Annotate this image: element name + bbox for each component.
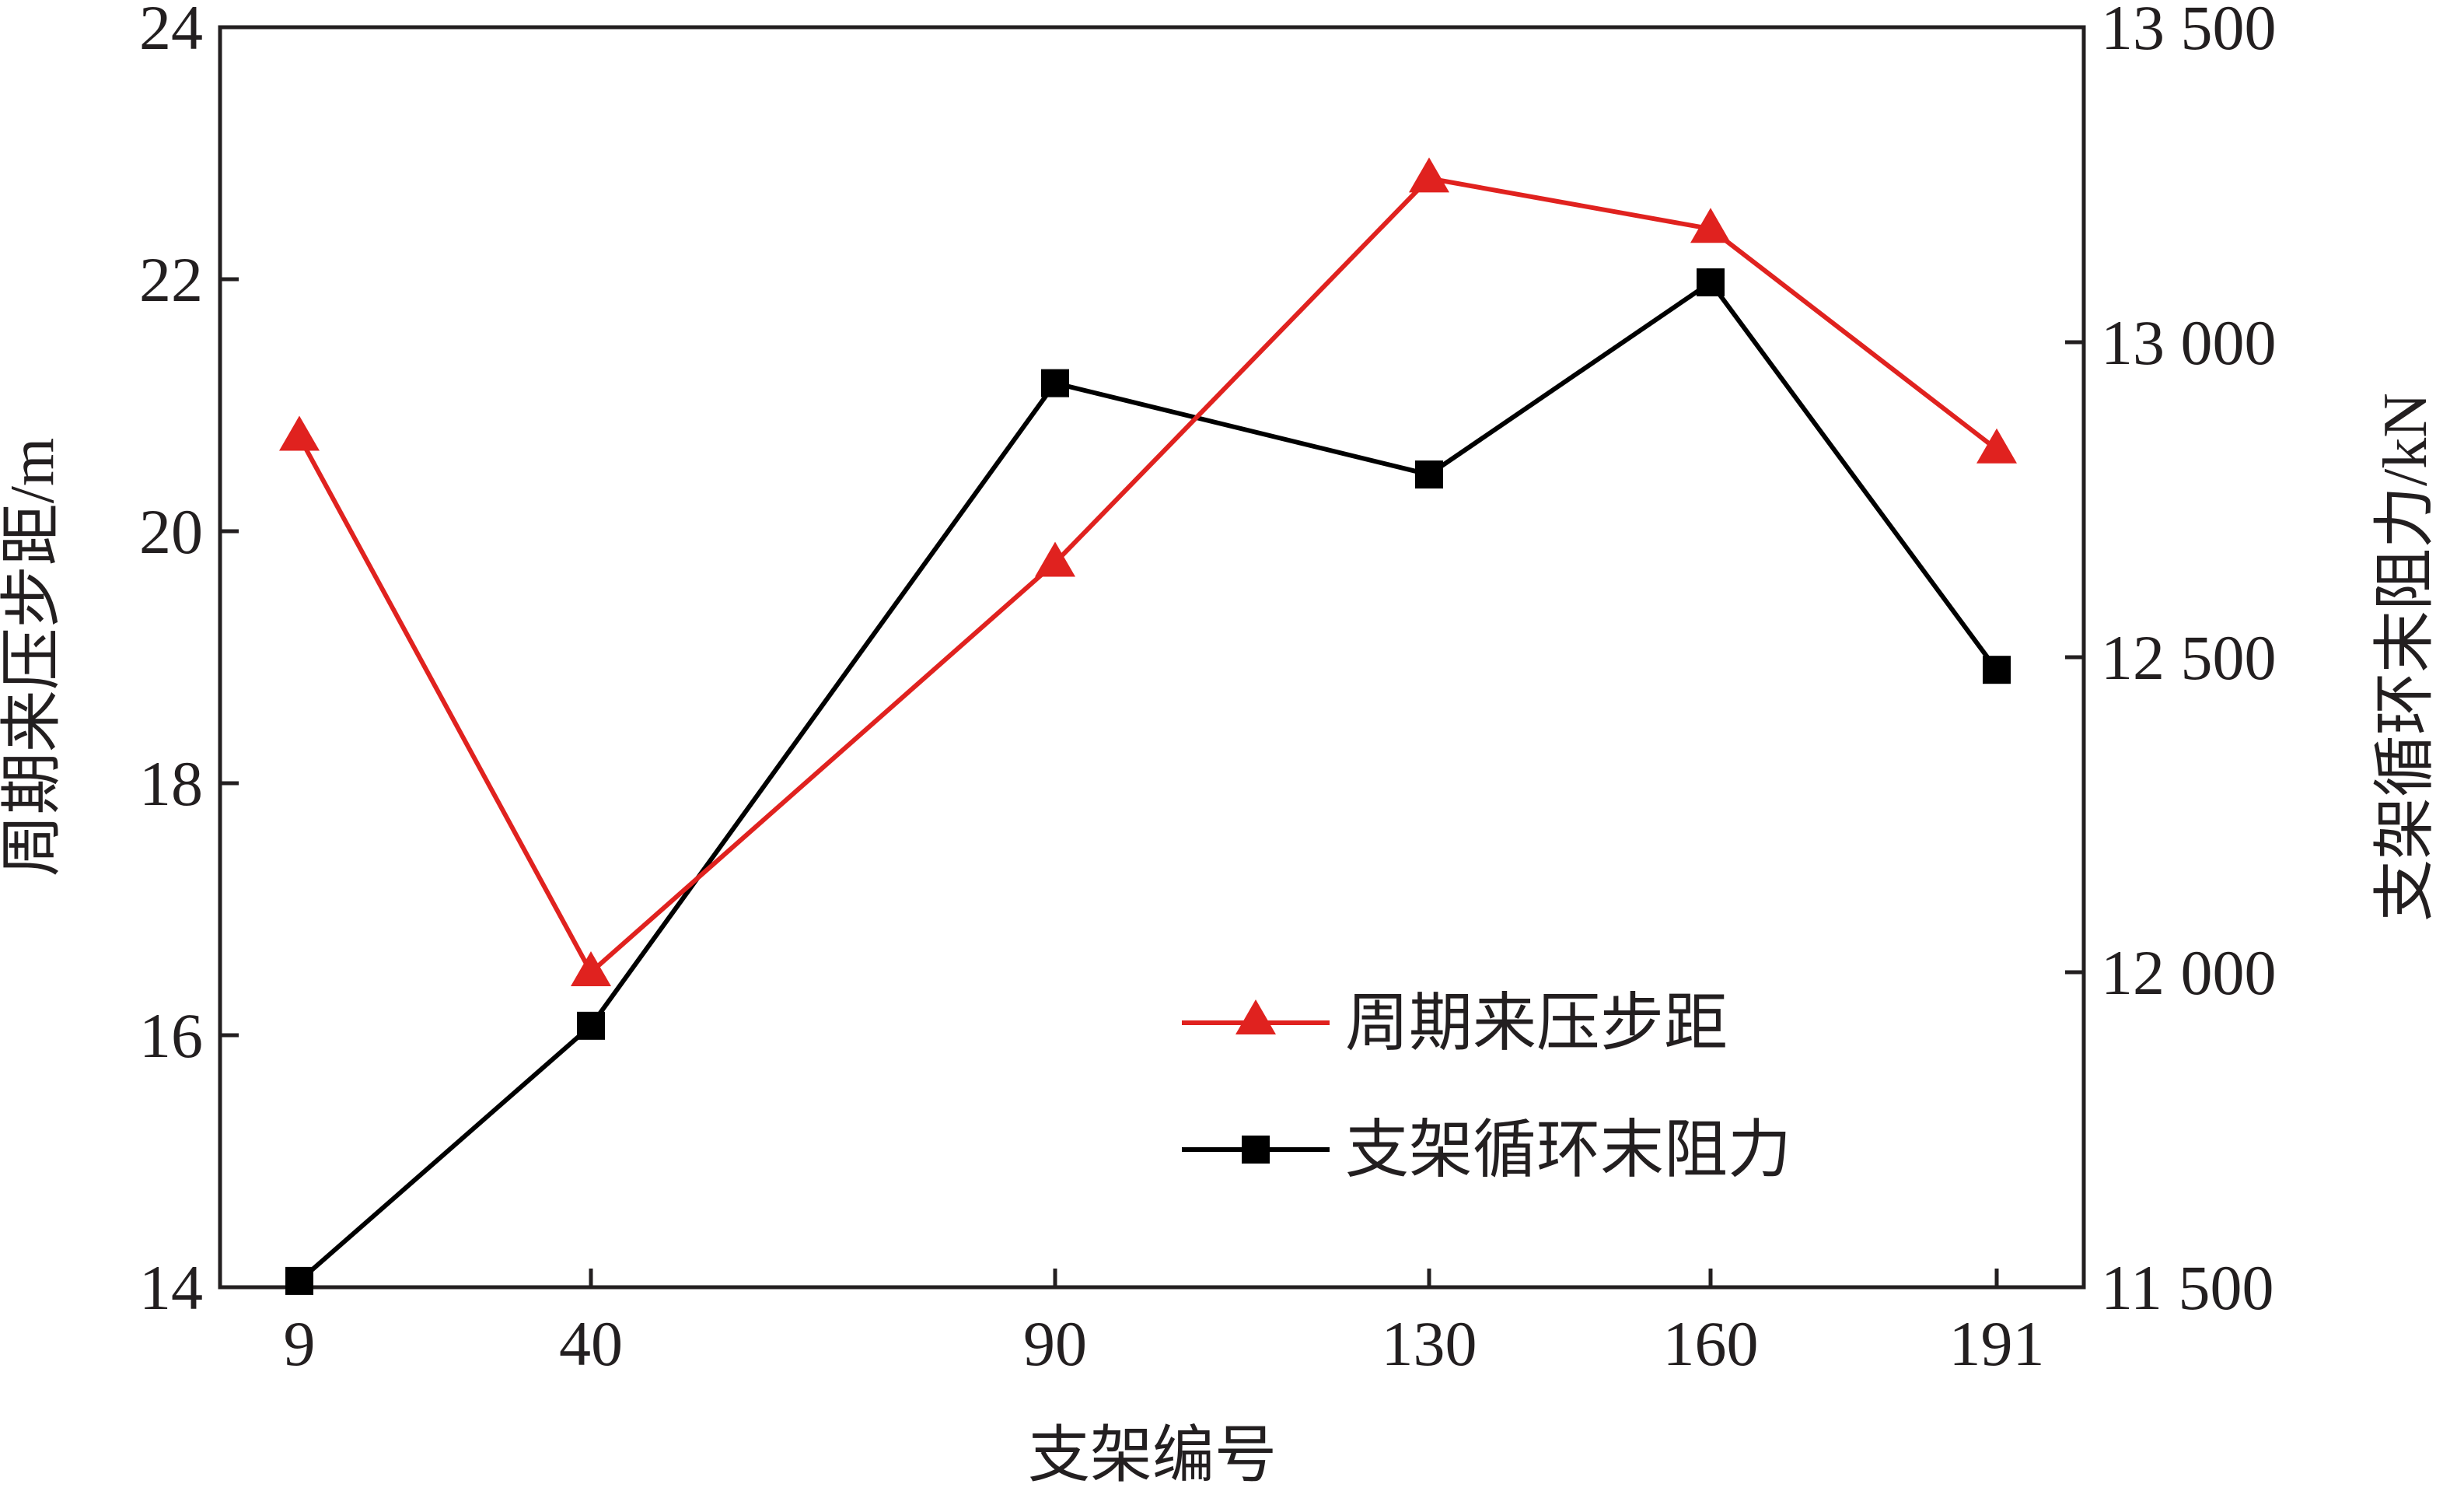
data-point-square (577, 1011, 605, 1040)
y-left-tick-label: 24 (139, 0, 203, 63)
y-left-tick-label: 16 (139, 1000, 203, 1071)
legend-label-pressure-step: 周期来压步距 (1345, 988, 1728, 1059)
x-tick-label: 9 (284, 1308, 316, 1379)
x-tick-label: 191 (1949, 1308, 2045, 1379)
y-left-tick-label: 20 (139, 496, 203, 567)
x-tick-label: 40 (559, 1308, 623, 1379)
data-point-square (1983, 656, 2011, 684)
data-point-square (285, 1266, 313, 1295)
data-point-triangle (1409, 157, 1449, 193)
data-point-square (1041, 369, 1069, 397)
legend-square-marker (1242, 1136, 1270, 1164)
legend-item-support-resistance: 支架循环末阻力 (1182, 1115, 1791, 1185)
y-right-tick-label: 13 500 (2101, 0, 2277, 63)
y-left-axis-ticks: 14 16 18 20 22 24 (139, 0, 239, 1323)
data-point-triangle (571, 951, 611, 986)
y-right-axis-title: 支架循环末阻力/kN (2371, 393, 2440, 922)
x-tick-label: 160 (1663, 1308, 1759, 1379)
legend: 周期来压步距 支架循环末阻力 (1182, 988, 1791, 1185)
data-point-triangle (1690, 208, 1731, 243)
x-tick-label: 130 (1382, 1308, 1477, 1379)
plot-frame (218, 25, 2086, 1290)
y-right-tick-label: 13 000 (2101, 307, 2277, 378)
series-line (297, 176, 1998, 976)
y-right-axis-ticks: 11 500 12 000 12 500 13 000 13 500 (2065, 0, 2277, 1323)
y-right-tick-label: 11 500 (2101, 1252, 2274, 1323)
y-left-tick-label: 14 (139, 1252, 203, 1323)
y-left-tick-label: 18 (139, 748, 203, 819)
data-point-triangle (279, 415, 320, 451)
legend-item-pressure-step: 周期来压步距 (1182, 988, 1728, 1059)
data-point-square (1415, 460, 1443, 489)
legend-triangle-marker (1235, 999, 1276, 1034)
data-point-triangle (1976, 428, 2017, 464)
series-support-resistance (285, 268, 2011, 1295)
series-pressure-step (279, 157, 2017, 986)
data-point-triangle (1035, 541, 1075, 577)
series-layer (279, 157, 2017, 1295)
y-right-tick-label: 12 000 (2101, 937, 2277, 1008)
y-right-tick-label: 12 500 (2101, 622, 2277, 693)
y-left-tick-label: 22 (139, 244, 203, 315)
x-tick-label: 90 (1023, 1308, 1087, 1379)
x-axis-ticks: 9 40 90 130 160 191 (284, 1269, 2045, 1379)
x-axis-title: 支架编号 (1028, 1422, 1277, 1490)
data-point-square (1697, 268, 1725, 297)
y-left-axis-title: 周期来压步距/m (0, 438, 67, 877)
legend-label-support-resistance: 支架循环末阻力 (1345, 1115, 1791, 1185)
series-line (298, 278, 1999, 1283)
